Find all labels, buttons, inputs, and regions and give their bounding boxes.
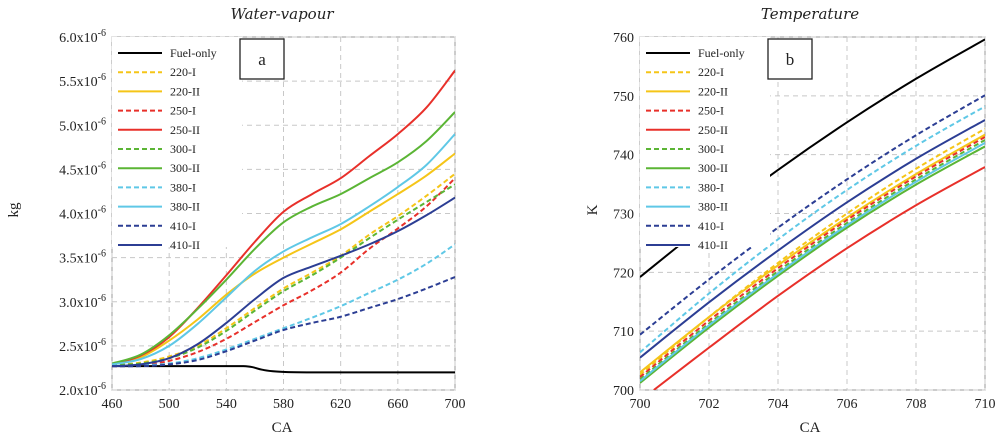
y-tick-label: 740 [613,149,634,164]
series-line-410-ii [112,196,455,368]
legend-box [640,37,770,247]
legend-label: 220-I [170,65,196,79]
series-line-250-i [112,177,455,368]
chart-title: Temperature [761,5,859,23]
y-tick-label: 730 [613,208,634,223]
legend-label: 380-I [170,180,196,194]
series-line-220-ii [640,133,985,374]
series-line-380-i [640,105,985,354]
legend-box [112,37,242,247]
series-line-220-i [112,172,455,367]
y-tick-label: 720 [613,266,634,281]
series-line-250-ii [112,69,455,366]
x-tick-label: 710 [975,397,996,412]
legend-label: 380-II [698,200,728,214]
legend-label: 300-II [170,161,200,175]
legend: Fuel-only 220-I 220-II 250-I 250-II 300-I 300-… [112,37,242,252]
series-line-220-i [640,127,985,376]
chart-water-vapour: Water-vapour CA kg 460 500 540 580 620 660 700… [6,5,466,436]
x-tick-label: 580 [273,397,294,412]
x-tick-label: 704 [768,397,789,412]
y-tick-label: 3.0x10-6 [59,293,106,311]
legend-label: 250-I [698,104,724,118]
legend-label: 300-I [698,142,724,156]
x-tick-label: 460 [102,397,123,412]
series-line-410-ii [640,119,985,359]
series-line-380-ii [112,133,455,366]
y-tick-label: 710 [613,325,634,340]
legend-label: 220-II [698,84,728,98]
legend-label: Fuel-only [170,46,217,60]
legend-label: 250-II [170,123,200,137]
legend-label: 300-I [170,142,196,156]
x-tick-label: 708 [906,397,927,412]
y-tick-label: 3.5x10-6 [59,249,106,267]
x-tick-label: 540 [216,397,237,412]
legend-label: 410-I [698,219,724,233]
series-line-fuel-only [112,365,455,374]
y-axis-label: K [585,204,601,215]
legend-label: 250-II [698,123,728,137]
legend-label: 410-II [170,238,200,252]
legend-label: Fuel-only [698,46,745,60]
series-line-220-ii [112,152,455,366]
x-tick-label: 660 [387,397,408,412]
legend-label: 380-I [698,180,724,194]
x-tick-label: 620 [330,397,351,412]
x-tick-label: 706 [837,397,858,412]
series-line-300-ii [112,111,455,365]
y-tick-label: 4.5x10-6 [59,160,106,178]
x-axis-label: CA [800,420,821,436]
legend-label: 300-II [698,161,728,175]
series-line-250-ii [653,166,985,390]
legend-label: 380-II [170,200,200,214]
legend-label: 410-II [698,238,728,252]
chart-title: Water-vapour [230,5,334,23]
panel-tag-label: a [258,50,266,69]
legend: Fuel-only 220-I 220-II 250-I 250-II 300-I 300-… [640,37,770,252]
y-tick-label: 700 [613,384,634,399]
y-axis-label: kg [6,202,22,218]
y-tick-label: 4.0x10-6 [59,205,106,223]
legend-label: 410-I [170,219,196,233]
x-tick-label: 700 [630,397,651,412]
y-tick-label: 2.0x10-6 [59,381,106,399]
panel-tag-label: b [786,50,795,69]
y-tick-label: 2.5x10-6 [59,337,106,355]
y-tick-label: 6.0x10-6 [59,28,106,46]
legend-label: 220-I [698,65,724,79]
x-axis-label: CA [272,420,293,436]
chart-temperature: Temperature CA K 700 702 704 706 708 710 700 71… [585,5,996,436]
legend-label: 220-II [170,84,200,98]
x-tick-label: 500 [159,397,180,412]
y-tick-label: 5.0x10-6 [59,116,106,134]
panel-tag-box [767,38,813,80]
panel-tag-box [239,38,285,80]
y-tick-label: 750 [613,90,634,105]
series-line-410-i [112,276,455,368]
y-tick-label: 5.5x10-6 [59,72,106,90]
x-tick-label: 702 [699,397,720,412]
series-line-380-ii [640,142,985,382]
y-tick-label: 760 [613,31,634,46]
legend-label: 250-I [170,104,196,118]
series-line-410-i [640,94,985,336]
series-lines [112,69,455,374]
series-line-300-ii [640,145,985,384]
x-tick-label: 700 [445,397,466,412]
